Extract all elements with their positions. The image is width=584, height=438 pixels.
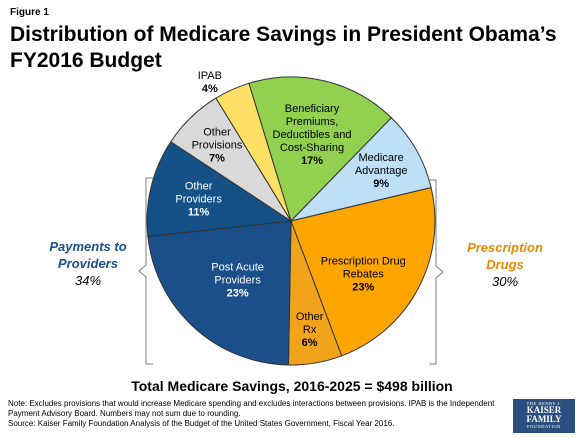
source-text: Source: Kaiser Family Foundation Analysi… bbox=[8, 419, 395, 428]
logo-line-1: THE HENRY J. bbox=[526, 401, 562, 406]
pie-slice bbox=[289, 117, 432, 222]
group-label: Prescription Drugs 30% bbox=[467, 240, 543, 289]
notes-block: Note: Excludes provisions that would inc… bbox=[8, 399, 508, 429]
group-bracket bbox=[429, 179, 444, 365]
pie-slice bbox=[215, 82, 292, 222]
kff-logo: THE HENRY J. KAISER FAMILY FOUNDATION bbox=[513, 399, 575, 433]
slice-label: Other Rx 6% bbox=[296, 311, 324, 349]
group-bracket bbox=[138, 177, 153, 365]
group-label: Payments to Providers 34% bbox=[49, 239, 126, 288]
logo-line-2b: FAMILY bbox=[526, 414, 562, 424]
figure-label: Figure 1 bbox=[10, 7, 49, 18]
pie-slice bbox=[290, 187, 436, 357]
logo-line-2a: KAISER bbox=[526, 405, 562, 415]
pie-slice bbox=[146, 141, 293, 238]
logo-line-3: FOUNDATION bbox=[527, 424, 561, 429]
slice-label: Beneficiary Premiums, Deductibles and Cost-… bbox=[273, 103, 352, 167]
slice-label: Other Providers 11% bbox=[175, 181, 222, 219]
slice-label: Prescription Drug Rebates 23% bbox=[321, 255, 406, 293]
total-savings-label: Total Medicare Savings, 2016-2025 = $498… bbox=[131, 378, 453, 394]
pie-slice bbox=[248, 76, 393, 222]
slice-label: Post Acute Providers 23% bbox=[211, 261, 264, 299]
slice-label: Medicare Advantage 9% bbox=[355, 152, 408, 190]
chart-title: Distribution of Medicare Savings in Pres… bbox=[10, 23, 557, 72]
pie-slice bbox=[147, 220, 292, 366]
note-text: Note: Excludes provisions that would inc… bbox=[8, 399, 495, 418]
slice-label: Other Provisions 7% bbox=[192, 126, 243, 164]
slice-label: IPAB 4% bbox=[198, 70, 222, 95]
